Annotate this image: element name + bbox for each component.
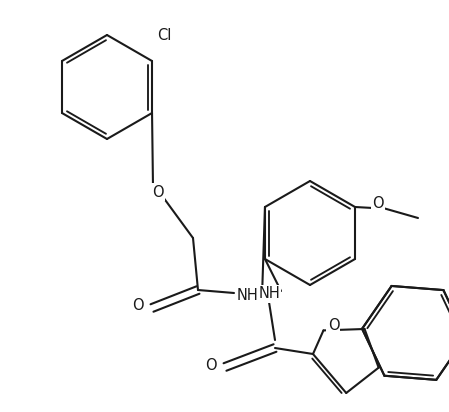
Text: O: O: [152, 185, 164, 199]
Text: NH: NH: [258, 286, 280, 302]
Text: Cl: Cl: [157, 28, 172, 43]
Text: O: O: [132, 299, 144, 314]
Text: O: O: [328, 318, 339, 333]
Text: NH: NH: [237, 288, 259, 302]
Text: O: O: [205, 358, 217, 372]
Text: O: O: [372, 196, 384, 211]
